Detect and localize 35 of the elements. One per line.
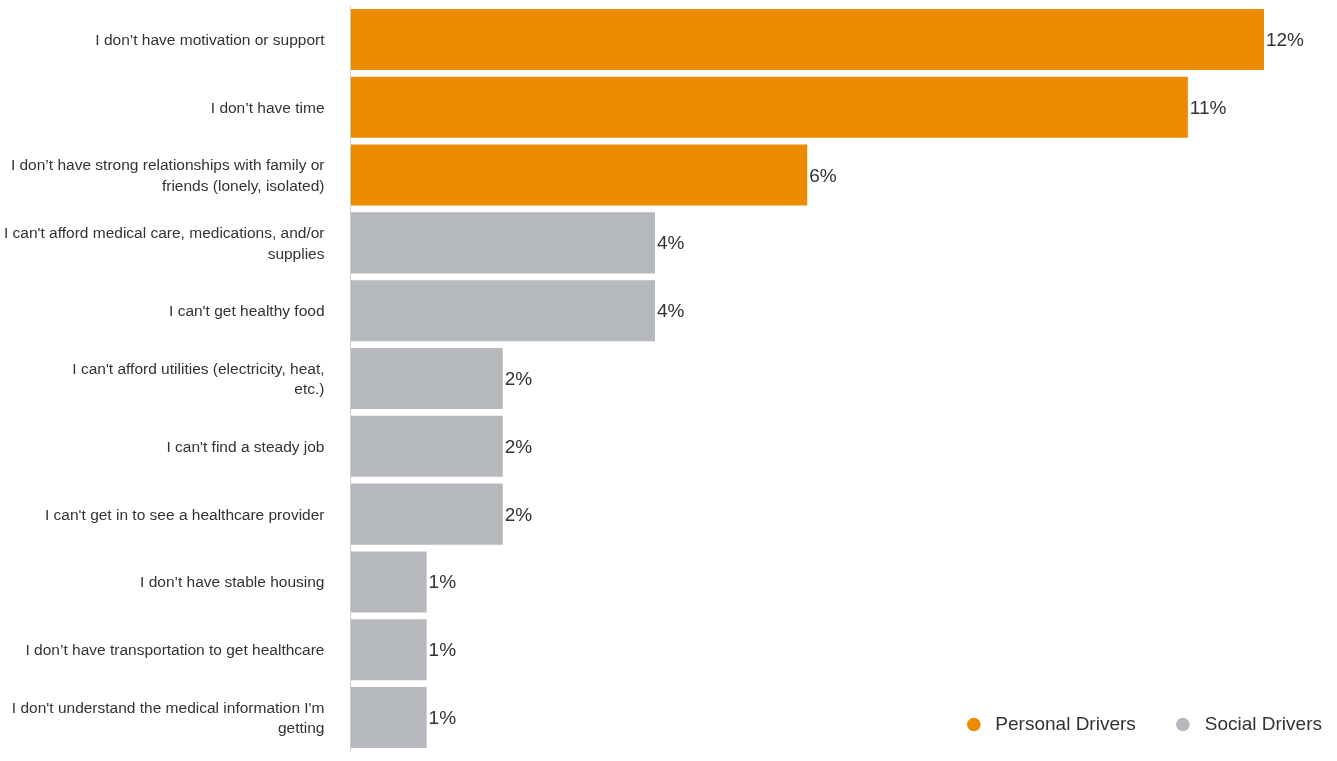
y-tick-label: I can't find a steady job — [166, 437, 325, 455]
bar — [350, 212, 655, 274]
bar — [350, 347, 503, 410]
y-tick-label: I can't afford utilities (electricity, heat, etc.) — [72, 359, 325, 398]
legend-label: Personal Drivers — [995, 713, 1136, 735]
legend-label: Social Drivers — [1204, 713, 1322, 735]
data-label: 6% — [809, 164, 837, 186]
data-label: 2% — [504, 435, 533, 457]
y-tick-label: I don’t have time — [210, 98, 325, 116]
bar — [350, 619, 427, 681]
y-tick-label: I can't get healthy food — [169, 302, 325, 320]
y-tick-label: I don’t have strong relationships with family or friends (lonely, isolated) — [10, 156, 325, 194]
data-label: 2% — [504, 368, 533, 389]
y-tick-label: I can't get in to see a healthcare provider — [44, 505, 325, 523]
y-tick-label: I don't understand the medical information I'm getting — [11, 698, 325, 737]
data-label: 1% — [428, 571, 457, 593]
bar — [350, 8, 1264, 70]
data-label: 1% — [428, 707, 457, 729]
y-tick-label: I can't afford medical care, medications, and/or supplies — [3, 224, 325, 262]
y-tick-label: I don’t have stable housing — [140, 573, 325, 591]
data-label: 4% — [657, 232, 685, 254]
bar — [350, 76, 1188, 138]
data-label: 4% — [657, 300, 685, 322]
y-tick-label: I don’t have motivation or support — [95, 30, 326, 48]
bar — [350, 144, 808, 206]
data-label: 12% — [1265, 28, 1305, 50]
bar — [350, 280, 655, 342]
data-label: 2% — [504, 503, 533, 525]
data-label: 11% — [1189, 96, 1227, 118]
bar — [350, 415, 503, 477]
bar — [350, 551, 427, 613]
bar — [350, 483, 503, 545]
data-label: 1% — [428, 639, 457, 661]
y-tick-label: I don’t have transportation to get healthcare — [25, 641, 325, 659]
bar — [350, 687, 427, 749]
